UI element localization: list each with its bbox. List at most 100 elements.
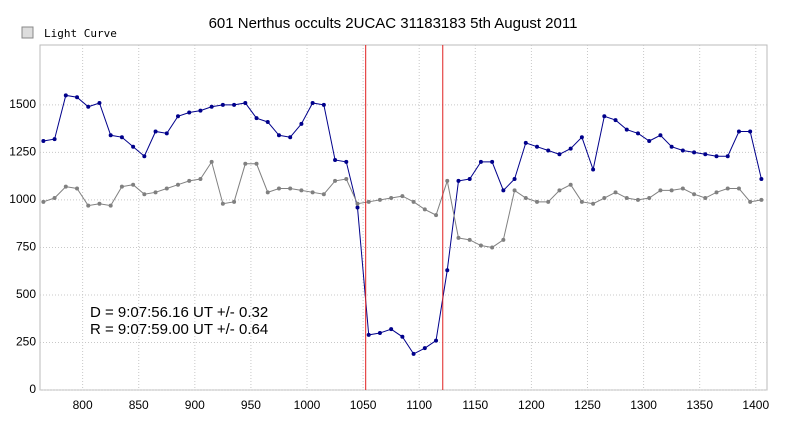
data-point — [321, 102, 326, 107]
data-point — [714, 154, 719, 159]
data-point — [658, 188, 663, 193]
data-point — [624, 127, 629, 132]
y-tick-label: 500 — [16, 287, 36, 301]
y-tick-label: 1250 — [9, 145, 36, 159]
x-tick-label: 900 — [185, 398, 205, 412]
data-point — [680, 186, 685, 191]
data-point — [456, 178, 461, 183]
data-point — [411, 199, 416, 204]
data-point — [490, 245, 495, 250]
data-point — [220, 102, 225, 107]
data-point — [703, 196, 708, 201]
data-point — [759, 177, 764, 182]
data-point — [41, 199, 46, 204]
data-point — [366, 332, 371, 337]
data-point — [97, 100, 102, 105]
data-point — [310, 100, 315, 105]
data-point — [501, 237, 506, 242]
data-point — [321, 192, 326, 197]
data-point — [714, 190, 719, 195]
data-point — [377, 330, 382, 335]
data-point — [579, 135, 584, 140]
data-point — [647, 196, 652, 201]
data-point — [175, 182, 180, 187]
data-point — [377, 197, 382, 202]
data-point — [265, 119, 270, 124]
data-point — [647, 138, 652, 143]
data-point — [692, 192, 697, 197]
data-point — [209, 159, 214, 164]
y-tick-label: 1500 — [9, 97, 36, 111]
x-tick-label: 1150 — [462, 398, 488, 412]
data-point — [153, 129, 158, 134]
data-point — [535, 199, 540, 204]
data-point — [75, 186, 80, 191]
data-point — [400, 334, 405, 339]
data-point — [635, 197, 640, 202]
data-point — [512, 177, 517, 182]
data-point — [602, 196, 607, 201]
data-point — [725, 186, 730, 191]
data-point — [591, 167, 596, 172]
data-point — [478, 243, 483, 248]
data-point — [725, 154, 730, 159]
data-point — [467, 237, 472, 242]
data-point — [86, 104, 91, 109]
data-point — [411, 351, 416, 356]
window-title: Light Curve — [44, 27, 117, 40]
data-point — [422, 346, 427, 351]
data-point — [108, 203, 113, 208]
data-point — [52, 196, 57, 201]
data-point — [624, 196, 629, 201]
data-point — [467, 177, 472, 182]
data-point — [142, 192, 147, 197]
data-point — [546, 199, 551, 204]
data-point — [557, 152, 562, 157]
data-point — [389, 327, 394, 332]
data-point — [75, 95, 80, 100]
data-point — [333, 178, 338, 183]
data-point — [220, 201, 225, 206]
data-point — [265, 190, 270, 195]
data-point — [523, 196, 528, 201]
data-point — [254, 116, 259, 121]
window-icon — [21, 26, 34, 39]
data-point — [602, 114, 607, 119]
data-point — [198, 177, 203, 182]
data-point — [175, 114, 180, 119]
data-point — [591, 201, 596, 206]
data-point — [400, 194, 405, 199]
data-point — [478, 159, 483, 164]
y-tick-label: 1000 — [9, 192, 36, 206]
data-point — [243, 100, 248, 105]
data-point — [355, 205, 360, 210]
x-tick-label: 1400 — [742, 398, 769, 412]
data-point — [344, 159, 349, 164]
data-point — [333, 158, 338, 162]
x-tick-label: 800 — [73, 398, 93, 412]
x-tick-label: 1250 — [574, 398, 601, 412]
annotation: R = 9:07:59.00 UT +/- 0.64 — [90, 321, 268, 338]
data-point — [276, 186, 281, 191]
data-point — [490, 159, 495, 164]
data-point — [568, 146, 573, 151]
data-point — [41, 138, 46, 143]
data-point — [680, 148, 685, 153]
data-point — [108, 133, 113, 138]
data-point — [288, 135, 293, 140]
data-point — [355, 201, 360, 206]
y-tick-label: 750 — [16, 240, 36, 254]
data-point — [568, 182, 573, 187]
x-tick-label: 850 — [129, 398, 149, 412]
data-point — [658, 133, 663, 138]
data-point — [613, 190, 618, 195]
data-point — [557, 188, 562, 193]
data-point — [703, 152, 708, 157]
data-point — [187, 110, 192, 115]
data-point — [535, 144, 540, 149]
data-point — [613, 118, 618, 123]
data-point — [52, 137, 57, 142]
data-point — [445, 178, 450, 183]
data-point — [63, 184, 68, 189]
